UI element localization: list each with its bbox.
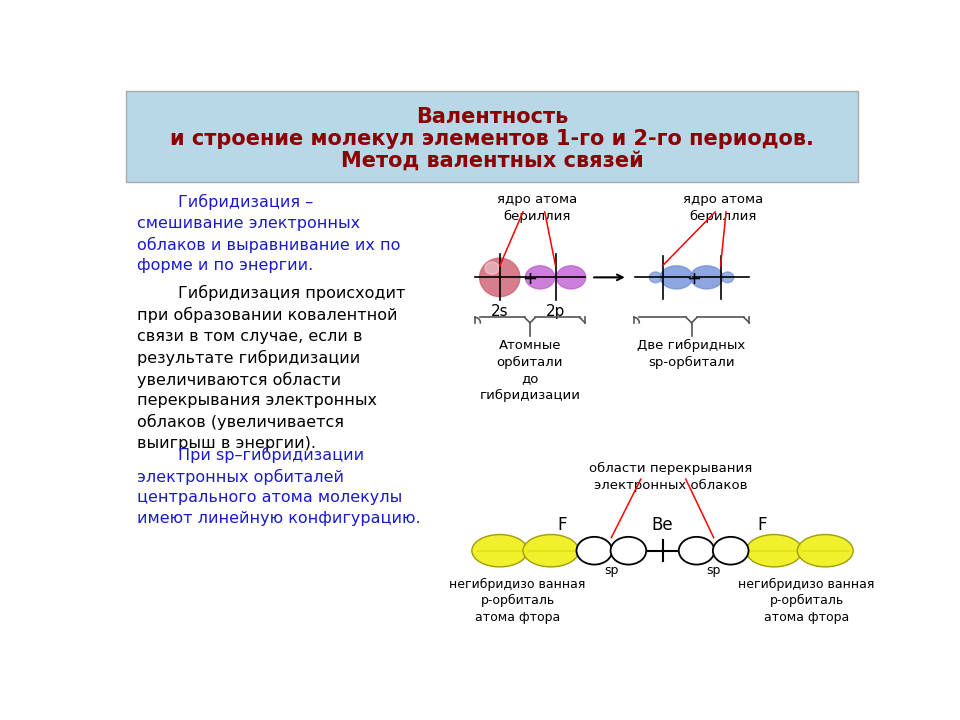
Text: Валентность: Валентность [416,107,568,127]
Text: 2p: 2p [546,305,565,319]
Text: F: F [756,516,766,534]
Ellipse shape [679,537,714,564]
Ellipse shape [480,258,520,297]
Text: Две гибридных
sp-орбитали: Две гибридных sp-орбитали [637,339,745,369]
Text: При sp–гибридизации
электронных орбиталей
центрального атома молекулы
имеют лине: При sp–гибридизации электронных орбитале… [137,446,420,526]
Ellipse shape [721,272,733,283]
Ellipse shape [557,266,586,289]
Text: Гибридизация происходит
при образовании ковалентной
связи в том случае, если в
р: Гибридизация происходит при образовании … [137,285,405,451]
Text: Be: Be [652,516,673,534]
Ellipse shape [523,534,579,567]
Ellipse shape [660,266,693,289]
Text: негибридизо ванная
р-орбиталь
атома фтора: негибридизо ванная р-орбиталь атома фтор… [738,577,875,624]
Text: 2s: 2s [491,305,509,319]
Text: и строение молекул элементов 1-го и 2-го периодов.: и строение молекул элементов 1-го и 2-го… [170,129,814,149]
Text: Гибридизация –
смешивание электронных
облаков и выравнивание их по
форме и по эн: Гибридизация – смешивание электронных об… [137,194,400,273]
Text: Атомные
орбитали
до
гибридизации: Атомные орбитали до гибридизации [479,339,581,402]
Text: +: + [686,270,701,288]
Text: области перекрывания
электронных облаков: области перекрывания электронных облаков [588,462,752,492]
Text: негибридизо ванная
р-орбиталь
атома фтора: негибридизо ванная р-орбиталь атома фтор… [449,577,586,624]
Ellipse shape [472,534,528,567]
Ellipse shape [798,534,853,567]
Ellipse shape [649,272,661,283]
Text: ядро атома
бериллия: ядро атома бериллия [497,193,577,222]
FancyBboxPatch shape [126,91,858,182]
Ellipse shape [713,537,749,564]
Ellipse shape [611,537,646,564]
Text: +: + [521,270,537,288]
Text: sp: sp [604,564,618,577]
Text: ядро атома
бериллия: ядро атома бериллия [683,193,763,222]
Ellipse shape [746,534,802,567]
Ellipse shape [485,262,499,274]
Ellipse shape [525,266,555,289]
Ellipse shape [576,537,612,564]
Text: F: F [557,516,566,534]
Text: Метод валентных связей: Метод валентных связей [341,150,643,171]
Text: sp: sp [707,564,721,577]
Ellipse shape [690,266,723,289]
